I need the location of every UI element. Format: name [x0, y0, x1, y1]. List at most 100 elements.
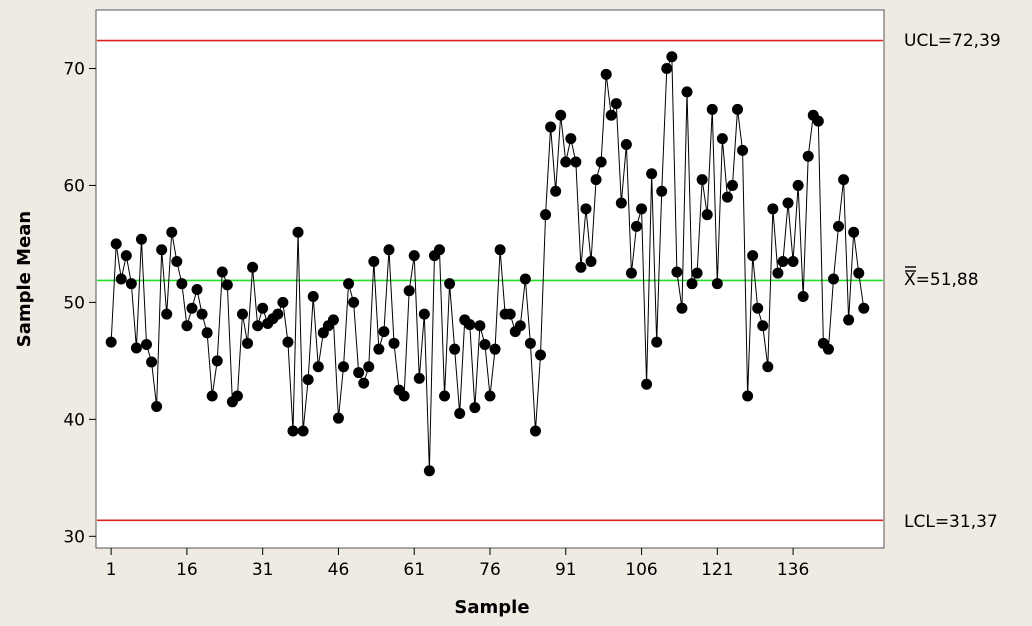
data-point [838, 174, 850, 186]
data-point [504, 308, 516, 320]
data-point [747, 250, 759, 262]
data-point [231, 390, 243, 402]
x-tick-label: 31 [252, 560, 274, 580]
data-point [444, 278, 456, 290]
data-point [550, 185, 562, 197]
data-point [176, 278, 188, 290]
data-point [843, 314, 855, 326]
data-point [833, 220, 845, 232]
data-point [348, 296, 360, 308]
data-point [449, 343, 461, 355]
data-point [433, 244, 445, 256]
data-point [762, 361, 774, 373]
data-point [236, 308, 248, 320]
data-point [439, 390, 451, 402]
data-point [656, 185, 668, 197]
data-point [560, 156, 572, 168]
data-point [388, 337, 400, 349]
data-point [484, 390, 496, 402]
data-point [590, 174, 602, 186]
data-point [519, 273, 531, 285]
data-point [464, 319, 476, 331]
data-point [302, 374, 314, 386]
data-point [671, 266, 683, 278]
data-point [282, 336, 294, 348]
data-point [368, 255, 380, 267]
data-point [676, 302, 688, 314]
data-point [686, 278, 698, 290]
data-point [469, 402, 481, 414]
data-point [524, 337, 536, 349]
data-point [540, 209, 552, 221]
data-point [711, 278, 723, 290]
data-point [787, 255, 799, 267]
data-point [130, 342, 142, 354]
data-point [666, 51, 678, 63]
data-point [661, 62, 673, 74]
data-point [742, 390, 754, 402]
data-point [848, 226, 860, 238]
data-point [620, 139, 632, 150]
data-point [797, 291, 809, 303]
data-point [646, 168, 658, 180]
data-point [252, 320, 264, 332]
ucl-label: UCL=72,39 [904, 31, 1001, 51]
data-point [767, 203, 779, 215]
data-point [514, 320, 526, 332]
data-point [125, 278, 137, 290]
data-point [312, 361, 324, 373]
x-tick-label: 1 [106, 560, 117, 580]
data-point [757, 320, 769, 332]
data-point [858, 302, 870, 314]
data-point [782, 197, 794, 209]
data-point [489, 343, 501, 355]
data-point [545, 121, 557, 133]
data-point [701, 209, 713, 221]
data-point [307, 291, 319, 303]
data-point [777, 255, 789, 267]
data-point [161, 308, 173, 320]
data-point [625, 267, 637, 279]
data-point [338, 361, 350, 373]
data-point [196, 308, 208, 320]
xbar-symbol: X [904, 270, 916, 290]
data-point [287, 425, 299, 437]
data-point [600, 68, 612, 80]
data-point [812, 115, 824, 127]
data-point [115, 273, 127, 285]
data-point [343, 278, 355, 290]
data-point [535, 349, 547, 361]
data-point [772, 267, 784, 279]
x-tick-label: 91 [555, 560, 577, 580]
data-point [605, 109, 617, 121]
data-point [721, 191, 733, 203]
data-point [479, 338, 491, 350]
data-point [752, 302, 764, 314]
data-point [383, 244, 395, 256]
x-tick-label: 76 [479, 560, 501, 580]
data-point [242, 337, 254, 349]
data-point [595, 156, 607, 168]
data-point [141, 338, 153, 350]
data-point [494, 244, 506, 256]
data-point [327, 314, 339, 326]
data-point [353, 367, 365, 379]
data-point [570, 156, 582, 168]
data-point [565, 133, 577, 145]
data-point [221, 279, 233, 291]
data-point [418, 308, 430, 320]
data-point [651, 336, 663, 348]
data-point [726, 179, 738, 191]
data-point [630, 220, 642, 232]
double-bar-mark [905, 266, 916, 272]
data-point [378, 326, 390, 338]
data-point [332, 412, 344, 424]
data-point [201, 327, 213, 339]
data-point [135, 233, 147, 245]
y-tick-label: 50 [63, 293, 85, 313]
data-point [822, 343, 834, 355]
y-tick-label: 70 [63, 59, 85, 79]
y-tick-label: 30 [63, 527, 85, 547]
data-point [408, 250, 420, 262]
